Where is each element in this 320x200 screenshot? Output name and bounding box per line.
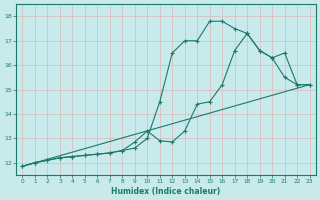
X-axis label: Humidex (Indice chaleur): Humidex (Indice chaleur): [111, 187, 221, 196]
